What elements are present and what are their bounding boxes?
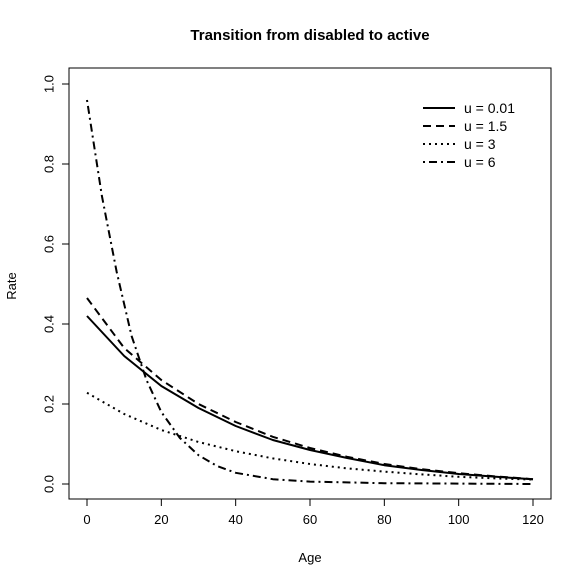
y-axis: 0.0 0.2 0.4 0.6 0.8 1.0: [42, 75, 70, 493]
series-layer: [86, 99, 534, 485]
y-tick-label: 0.0: [42, 475, 57, 493]
x-tick-label: 20: [154, 512, 168, 527]
x-axis-label: Age: [298, 550, 321, 565]
legend-label-4: u = 6: [464, 154, 496, 170]
series-line-1: [86, 315, 534, 481]
x-tick-label: 100: [448, 512, 470, 527]
x-tick-label: 80: [377, 512, 391, 527]
y-tick-label: 0.8: [42, 155, 57, 173]
legend: u = 0.01 u = 1.5 u = 3 u = 6: [423, 100, 515, 170]
x-tick-label: 120: [522, 512, 544, 527]
y-axis-label: Rate: [4, 272, 19, 299]
series-line-2: [86, 297, 534, 481]
legend-label-3: u = 3: [464, 136, 496, 152]
x-tick-label: 40: [228, 512, 242, 527]
x-axis: 0 20 40 60 80 100 120: [83, 498, 544, 527]
x-tick-label: 60: [303, 512, 317, 527]
legend-label-1: u = 0.01: [464, 100, 515, 116]
y-tick-label: 0.4: [42, 315, 57, 333]
x-tick-label: 0: [83, 512, 90, 527]
y-tick-label: 0.6: [42, 235, 57, 253]
series-line-4: [86, 99, 534, 485]
y-tick-label: 0.2: [42, 395, 57, 413]
legend-label-2: u = 1.5: [464, 118, 507, 134]
y-tick-label: 1.0: [42, 75, 57, 93]
chart-title: Transition from disabled to active: [190, 27, 429, 44]
series-line-3: [86, 391, 534, 481]
